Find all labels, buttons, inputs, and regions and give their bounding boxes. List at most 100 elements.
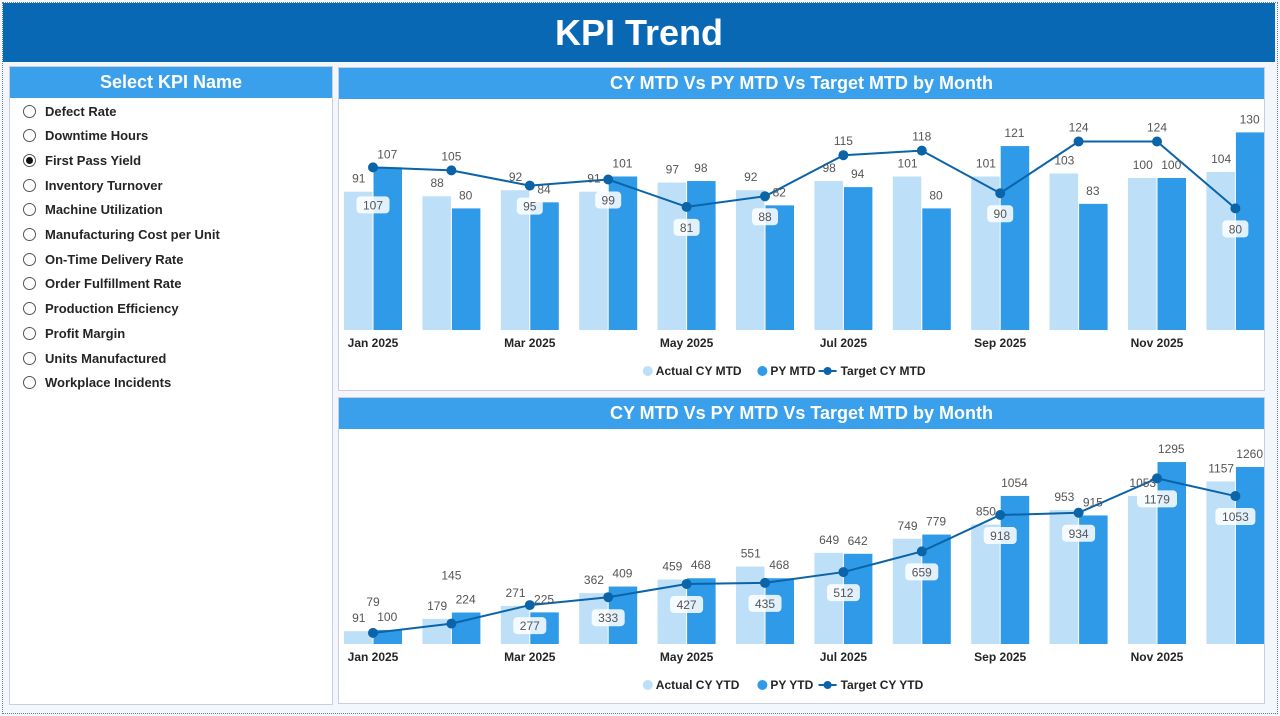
kpi-option[interactable]: Order Fulfillment Rate xyxy=(23,274,182,294)
radio-button[interactable] xyxy=(23,252,36,266)
py-data-label: 84 xyxy=(537,182,551,196)
py-bar xyxy=(1000,146,1030,330)
target-label-box xyxy=(434,566,468,584)
target-point xyxy=(603,592,614,603)
actual-data-label: 551 xyxy=(741,547,761,561)
radio-button[interactable] xyxy=(23,153,36,167)
kpi-option[interactable]: Defect Rate xyxy=(23,101,117,121)
py-data-label: 224 xyxy=(456,593,476,607)
kpi-option-label: Units Manufactured xyxy=(45,350,167,366)
kpi-option[interactable]: Production Efficiency xyxy=(23,299,179,319)
kpi-option[interactable]: Inventory Turnover xyxy=(23,175,163,195)
radio-button[interactable] xyxy=(23,351,36,365)
actual-data-label: 92 xyxy=(509,170,523,184)
target-data-label: 118 xyxy=(912,130,931,144)
py-bar xyxy=(1235,466,1264,644)
radio-button[interactable] xyxy=(23,302,36,316)
kpi-option[interactable]: Manufacturing Cost per Unit xyxy=(23,225,220,245)
py-data-label: 642 xyxy=(848,534,868,548)
kpi-option[interactable]: Machine Utilization xyxy=(23,200,163,220)
kpi-option[interactable]: Profit Margin xyxy=(23,323,125,343)
x-tick-label: Jan 2025 xyxy=(348,336,399,350)
kpi-option[interactable]: Downtime Hours xyxy=(23,126,148,146)
target-label-box xyxy=(360,592,386,610)
radio-button[interactable] xyxy=(23,228,36,241)
actual-data-label: 459 xyxy=(662,560,682,574)
actual-data-label: 749 xyxy=(898,519,918,533)
target-label-box xyxy=(434,147,468,165)
actual-data-label: 100 xyxy=(1133,158,1153,172)
page-title: KPI Trend xyxy=(3,3,1275,62)
actual-bar xyxy=(1049,173,1079,330)
py-data-label: 80 xyxy=(459,188,473,202)
actual-bar xyxy=(971,176,1000,330)
actual-legend-icon xyxy=(642,366,653,376)
target-label-box xyxy=(516,197,543,215)
actual-bar xyxy=(1206,481,1235,644)
kpi-option-label: Downtime Hours xyxy=(45,128,149,144)
legend-label: Actual CY YTD xyxy=(656,678,740,692)
actual-bar xyxy=(1128,178,1157,330)
ytd-chart: 91 100 179 224 271 225 362 409 459 468 551 468 649 64… xyxy=(344,442,1264,692)
py-data-label: 130 xyxy=(1240,112,1260,126)
target-label-box xyxy=(987,205,1014,223)
target-label-box xyxy=(356,196,390,214)
x-tick-label: May 2025 xyxy=(660,336,714,350)
actual-bar xyxy=(1206,171,1235,330)
radio-button[interactable] xyxy=(23,178,36,192)
radio-button[interactable] xyxy=(23,326,36,340)
radio-button[interactable] xyxy=(23,104,36,118)
actual-bar xyxy=(892,176,922,330)
actual-data-label: 1157 xyxy=(1208,461,1234,475)
py-data-label: 468 xyxy=(769,558,789,572)
kpi-option-label: Manufacturing Cost per Unit xyxy=(45,227,220,242)
target-point xyxy=(446,165,457,176)
x-tick-label: Sep 2025 xyxy=(974,650,1026,664)
target-data-label: 145 xyxy=(441,569,461,583)
target-point xyxy=(1152,473,1162,484)
kpi-option-label: Profit Margin xyxy=(45,325,126,341)
x-tick-label: Jul 2025 xyxy=(820,650,868,664)
kpi-option[interactable]: Units Manufactured xyxy=(23,348,166,368)
kpi-option[interactable]: On-Time Delivery Rate xyxy=(23,249,183,269)
actual-legend-icon xyxy=(642,680,653,690)
py-bar xyxy=(1079,203,1108,330)
radio-button[interactable] xyxy=(23,277,36,291)
target-point xyxy=(446,618,457,629)
kpi-option[interactable]: First Pass Yield xyxy=(23,150,141,170)
target-point xyxy=(916,546,927,557)
py-bar xyxy=(530,202,559,330)
target-point xyxy=(1152,136,1162,147)
target-data-label: 90 xyxy=(994,207,1008,221)
py-data-label: 107 xyxy=(377,147,397,161)
legend-label: PY YTD xyxy=(770,678,813,692)
x-tick-label: Mar 2025 xyxy=(504,336,556,350)
radio-button[interactable] xyxy=(23,376,36,390)
target-data-label: 88 xyxy=(758,210,772,224)
target-label-box xyxy=(1215,508,1256,526)
kpi-option-label: First Pass Yield xyxy=(45,152,142,168)
target-label-box xyxy=(1222,220,1249,238)
actual-data-label: 91 xyxy=(587,172,601,186)
target-label-box xyxy=(748,594,782,612)
actual-data-label: 92 xyxy=(744,170,758,184)
target-point xyxy=(916,145,927,156)
py-bar xyxy=(843,187,873,330)
kpi-option-label: Inventory Turnover xyxy=(45,177,163,193)
target-data-label: 81 xyxy=(680,221,694,235)
kpi-option-label: On-Time Delivery Rate xyxy=(45,251,184,267)
py-data-label: 121 xyxy=(1004,126,1024,140)
radio-button[interactable] xyxy=(23,203,36,217)
target-point xyxy=(681,201,692,212)
target-point xyxy=(995,510,1006,521)
x-tick-label: Jul 2025 xyxy=(820,336,868,350)
py-bar xyxy=(1000,495,1030,644)
actual-data-label: 88 xyxy=(430,176,444,190)
radio-button[interactable] xyxy=(23,129,36,143)
kpi-option[interactable]: Workplace Incidents xyxy=(23,373,171,393)
actual-bar xyxy=(344,191,373,330)
target-data-label: 107 xyxy=(363,198,383,212)
py-bar xyxy=(373,629,402,644)
target-label-box xyxy=(905,127,939,145)
py-legend-icon xyxy=(757,680,768,690)
